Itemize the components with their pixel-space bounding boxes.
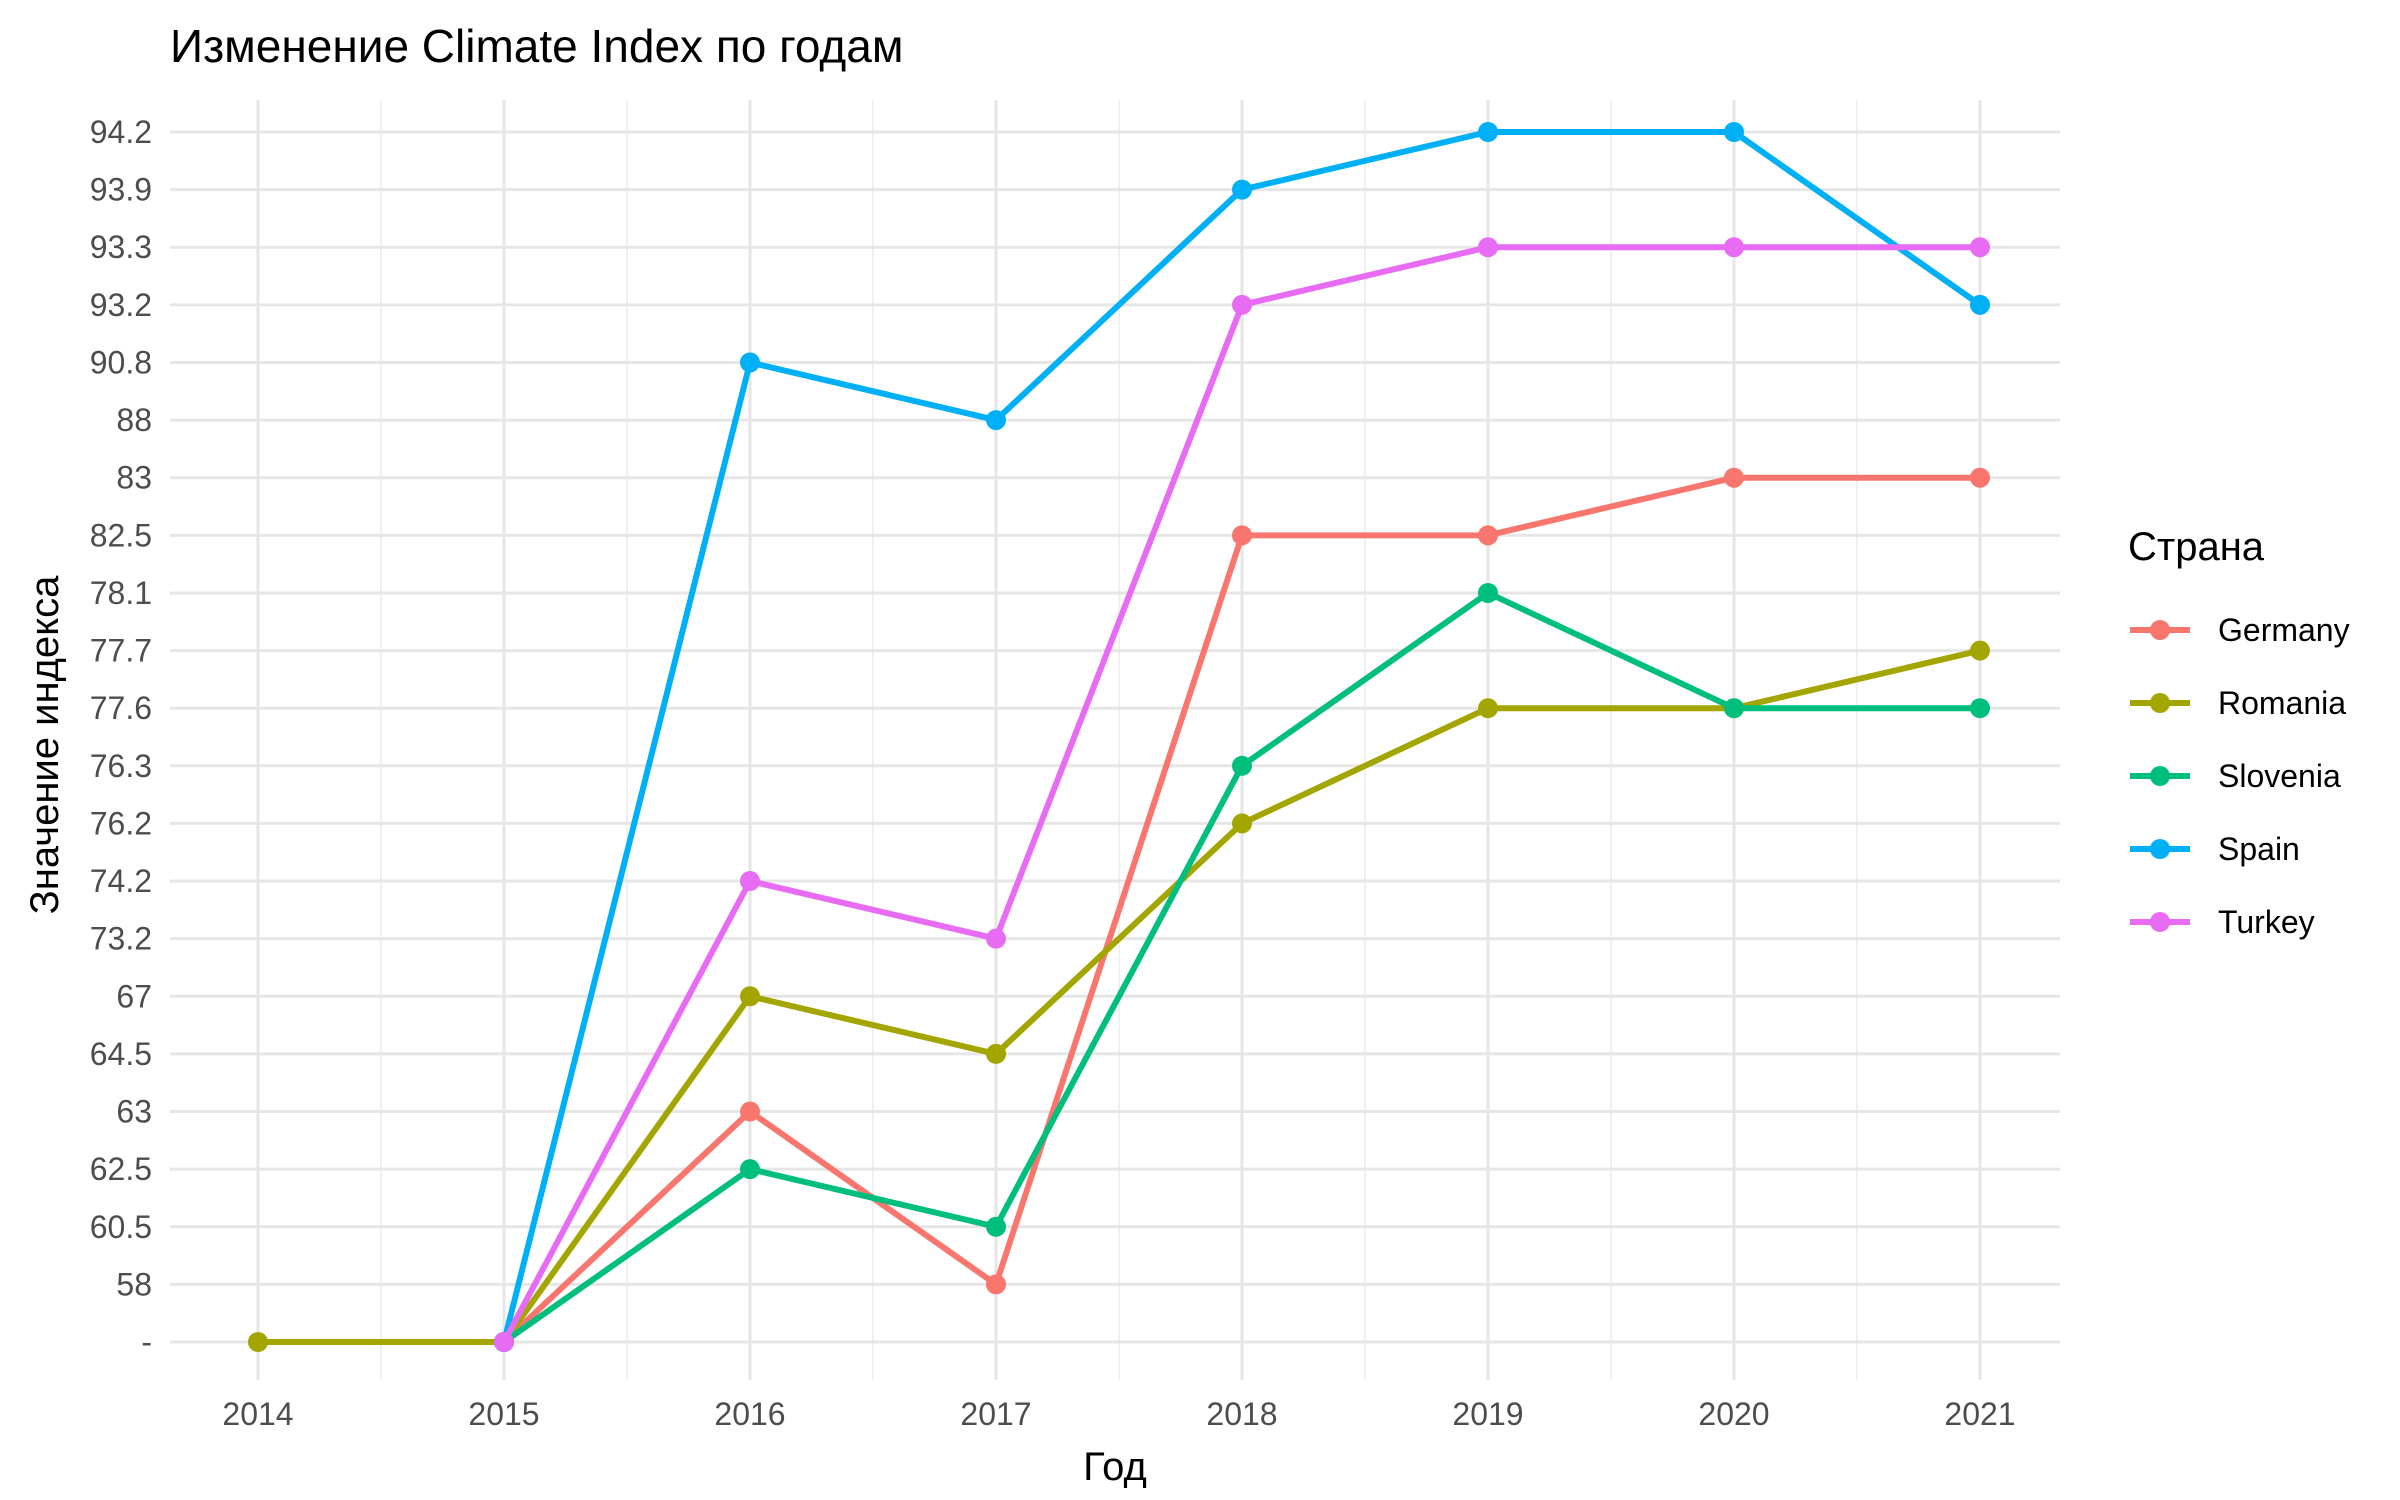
major-grid xyxy=(170,100,2060,1380)
legend-key-point xyxy=(2150,839,2170,859)
data-point-germany xyxy=(1478,525,1498,546)
x-tick-label: 2018 xyxy=(1206,1396,1277,1432)
legend-key-point xyxy=(2150,912,2170,932)
y-tick-label: 63 xyxy=(116,1094,152,1130)
data-point-spain xyxy=(1232,179,1252,200)
data-point-germany xyxy=(740,1101,760,1122)
y-tick-label: 77.7 xyxy=(90,633,152,669)
chart-title: Изменение Climate Index по годам xyxy=(170,20,903,72)
y-tick-label: 74.2 xyxy=(90,863,152,899)
x-tick-label: 2017 xyxy=(960,1396,1031,1432)
x-tick-label: 2021 xyxy=(1944,1396,2015,1432)
data-point-turkey xyxy=(1478,237,1498,258)
data-point-germany xyxy=(1232,525,1252,546)
y-tick-label: 64.5 xyxy=(90,1036,152,1072)
y-tick-label: 62.5 xyxy=(90,1151,152,1187)
data-point-romania xyxy=(1478,698,1498,719)
data-point-turkey xyxy=(1970,237,1990,258)
y-tick-label: 78.1 xyxy=(90,575,152,611)
data-point-romania xyxy=(740,986,760,1007)
legend-key-point xyxy=(2150,766,2170,786)
data-point-spain xyxy=(1724,122,1744,142)
y-tick-label: 73.2 xyxy=(90,921,152,957)
y-tick-label: 83 xyxy=(116,460,152,496)
data-point-germany xyxy=(986,1274,1006,1295)
y-tick-label: 93.9 xyxy=(90,172,152,208)
y-axis-ticks: - 58 60.5 62.5 63 64.5 67 73.2 74.2 76.2 76.3 77.6 7… xyxy=(90,114,152,1360)
legend-label-turkey: Turkey xyxy=(2218,904,2315,940)
data-point-spain xyxy=(1970,294,1990,315)
x-tick-label: 2016 xyxy=(714,1396,785,1432)
data-point-romania xyxy=(248,1332,268,1352)
data-point-slovenia xyxy=(740,1159,760,1180)
y-tick-label: 93.3 xyxy=(90,229,152,265)
x-tick-label: 2019 xyxy=(1452,1396,1523,1432)
data-point-romania xyxy=(1970,640,1990,661)
data-point-germany xyxy=(1724,467,1744,488)
x-tick-label: 2020 xyxy=(1698,1396,1769,1432)
series-points xyxy=(248,122,1990,1352)
data-point-spain xyxy=(1478,122,1498,142)
legend-label-germany: Germany xyxy=(2218,612,2350,648)
y-tick-label: 76.3 xyxy=(90,748,152,784)
y-tick-label: - xyxy=(141,1324,152,1360)
data-point-slovenia xyxy=(1970,698,1990,719)
legend-label-slovenia: Slovenia xyxy=(2218,758,2341,794)
data-point-turkey xyxy=(740,871,760,892)
y-tick-label: 93.2 xyxy=(90,287,152,323)
legend-title: Страна xyxy=(2128,525,2265,569)
x-axis-title: Год xyxy=(1083,1445,1147,1489)
data-point-slovenia xyxy=(986,1216,1006,1237)
y-tick-label: 88 xyxy=(116,402,152,438)
y-tick-label: 77.6 xyxy=(90,690,152,726)
y-tick-label: 94.2 xyxy=(90,114,152,150)
legend-key-point xyxy=(2150,693,2170,713)
data-point-slovenia xyxy=(1724,698,1744,719)
legend: Страна Germany Romania Slovenia Spain Turkey xyxy=(2128,525,2350,940)
data-point-turkey xyxy=(1724,237,1744,258)
y-tick-label: 58 xyxy=(116,1266,152,1302)
data-point-slovenia xyxy=(1232,755,1252,776)
data-point-spain xyxy=(740,352,760,373)
legend-label-spain: Spain xyxy=(2218,831,2300,867)
data-point-slovenia xyxy=(1478,582,1498,603)
y-tick-label: 67 xyxy=(116,978,152,1014)
y-tick-label: 82.5 xyxy=(90,517,152,553)
y-axis-title: Значение индекса xyxy=(23,575,67,914)
data-point-germany xyxy=(1970,467,1990,488)
x-tick-label: 2014 xyxy=(222,1396,293,1432)
data-point-turkey xyxy=(1232,294,1252,315)
data-point-spain xyxy=(986,410,1006,431)
data-point-turkey xyxy=(986,928,1006,949)
minor-grid xyxy=(380,100,1858,1380)
y-tick-label: 90.8 xyxy=(90,344,152,380)
data-point-romania xyxy=(1232,813,1252,834)
x-tick-label: 2015 xyxy=(468,1396,539,1432)
legend-key-point xyxy=(2150,620,2170,640)
x-axis-ticks: 2014 2015 2016 2017 2018 2019 2020 2021 xyxy=(222,1396,2015,1432)
y-tick-label: 76.2 xyxy=(90,805,152,841)
data-point-romania xyxy=(986,1043,1006,1064)
legend-label-romania: Romania xyxy=(2218,685,2346,721)
y-tick-label: 60.5 xyxy=(90,1209,152,1245)
series-line-romania xyxy=(255,647,1983,1345)
data-point-turkey xyxy=(494,1332,514,1352)
